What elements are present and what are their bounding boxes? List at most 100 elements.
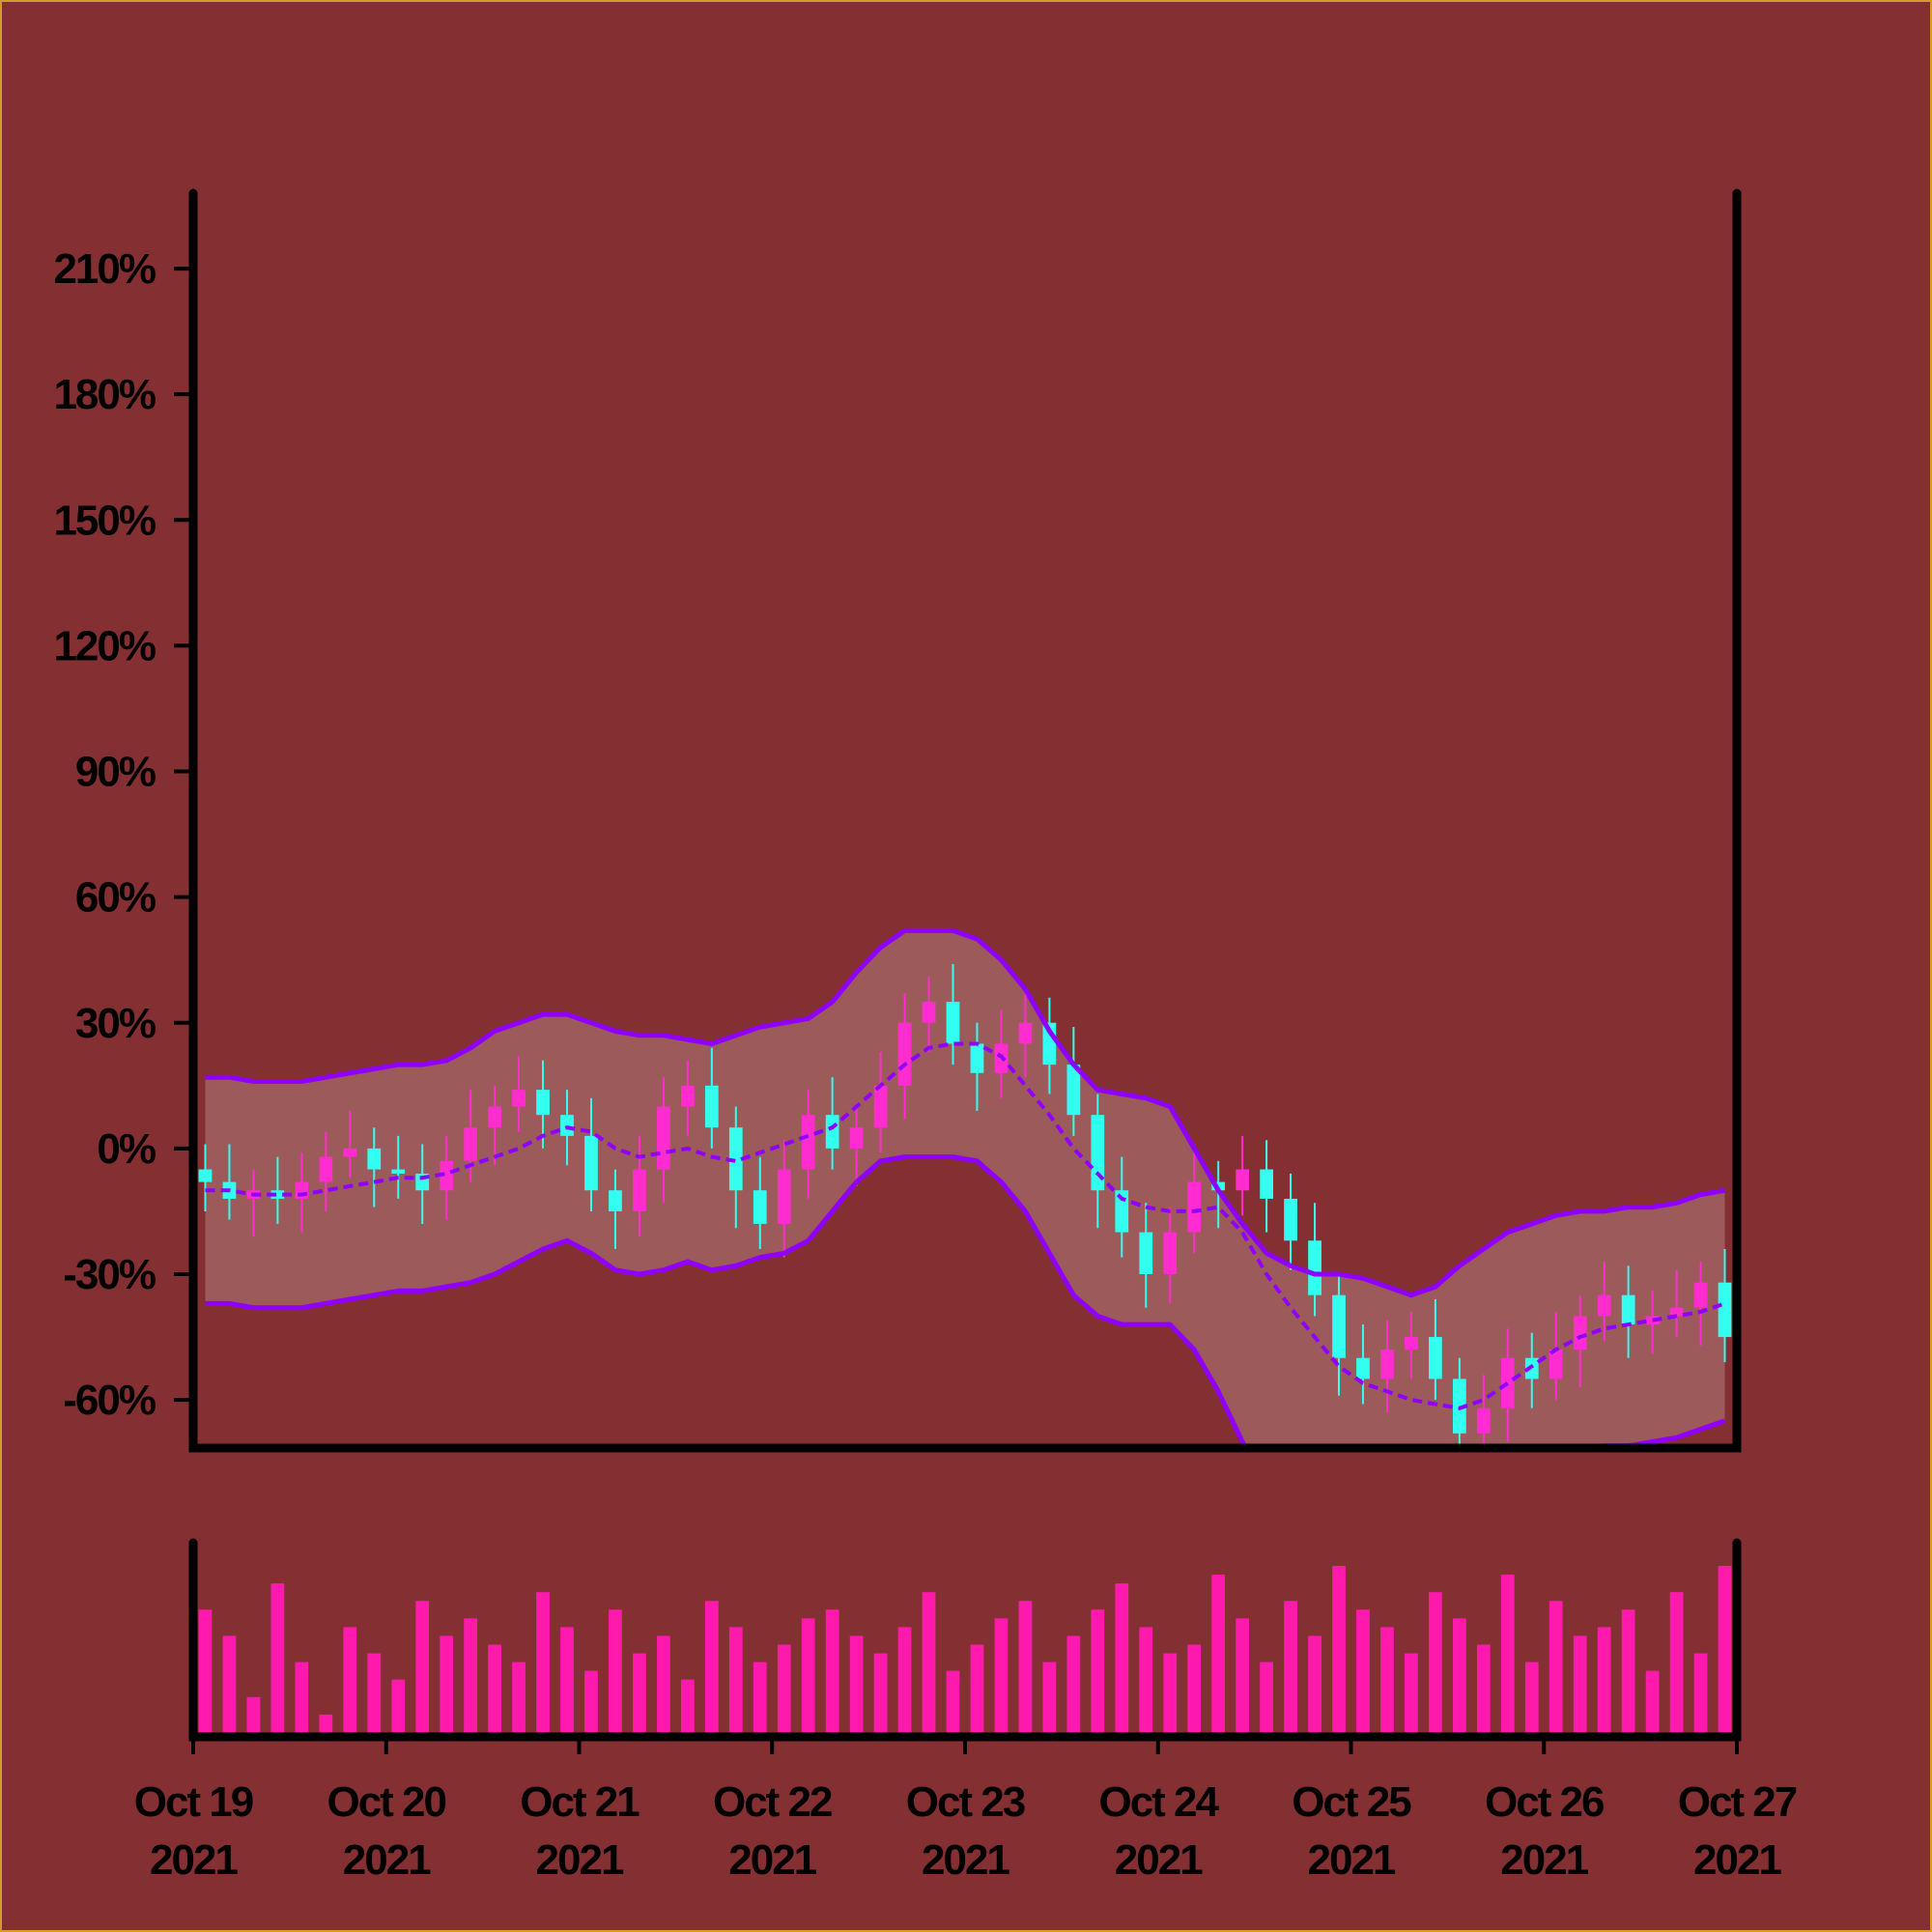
volume-bar bbox=[367, 1653, 382, 1732]
candle-body bbox=[1380, 1350, 1394, 1379]
volume-bar bbox=[440, 1635, 454, 1732]
volume-bar bbox=[849, 1635, 864, 1732]
volume-bar bbox=[825, 1609, 839, 1732]
volume-bar bbox=[488, 1644, 501, 1732]
y-tick-label: 120% bbox=[53, 622, 155, 669]
band-lower bbox=[205, 1154, 1726, 1448]
y-tick-label: 90% bbox=[75, 749, 156, 796]
candle-body bbox=[391, 1169, 406, 1174]
candle-body bbox=[560, 1115, 574, 1136]
candle-body bbox=[753, 1190, 767, 1224]
candle-body bbox=[1597, 1294, 1611, 1317]
plot-area bbox=[198, 927, 1732, 1448]
candle-body bbox=[1548, 1350, 1563, 1379]
volume-bar bbox=[1669, 1592, 1684, 1732]
candle-body bbox=[849, 1127, 864, 1149]
volume-bar bbox=[270, 1583, 285, 1732]
candle-body bbox=[1187, 1181, 1202, 1233]
candle-body bbox=[1091, 1115, 1105, 1191]
candle-body bbox=[1429, 1337, 1442, 1379]
x-tick-label: Oct 23 2021 bbox=[906, 1778, 1025, 1884]
volume-bar bbox=[343, 1627, 357, 1732]
candle-body bbox=[1405, 1337, 1418, 1350]
candle-body bbox=[1621, 1294, 1635, 1325]
volume-bar bbox=[1066, 1635, 1081, 1732]
volume-bar bbox=[536, 1592, 550, 1732]
candle-body bbox=[367, 1148, 382, 1170]
volume-bar bbox=[1573, 1635, 1587, 1732]
volume-bar bbox=[415, 1601, 430, 1732]
volume-bar bbox=[753, 1662, 767, 1732]
volume-bar bbox=[1380, 1627, 1394, 1732]
volume-bar bbox=[222, 1635, 237, 1732]
volume-bar bbox=[1429, 1592, 1442, 1732]
candle-body bbox=[1356, 1357, 1370, 1379]
volume-bar bbox=[1645, 1670, 1660, 1732]
y-tick-label: 180% bbox=[53, 371, 155, 418]
volume-panel bbox=[198, 1566, 1732, 1732]
candle-body bbox=[1284, 1198, 1297, 1241]
candle-body bbox=[1693, 1282, 1708, 1308]
volume-bar bbox=[1476, 1644, 1491, 1732]
volume-bar bbox=[1115, 1583, 1129, 1732]
volume-bar bbox=[464, 1618, 478, 1732]
volume-bar bbox=[633, 1653, 646, 1732]
candle-body bbox=[319, 1156, 333, 1182]
price-frame bbox=[188, 188, 1742, 1453]
candle-body bbox=[1500, 1357, 1515, 1408]
volume-bar bbox=[512, 1662, 526, 1732]
candle-body bbox=[1476, 1407, 1491, 1434]
candle-body bbox=[1718, 1282, 1732, 1338]
candle-body bbox=[512, 1090, 526, 1107]
x-tick-label: Oct 20 2021 bbox=[327, 1778, 445, 1884]
volume-bar bbox=[704, 1601, 719, 1732]
x-tick-label: Oct 21 2021 bbox=[520, 1778, 639, 1884]
volume-bar bbox=[1211, 1575, 1226, 1732]
volume-bar bbox=[873, 1653, 888, 1732]
volume-bar bbox=[728, 1627, 743, 1732]
volume-bar bbox=[246, 1696, 261, 1732]
x-tick-label: Oct 24 2021 bbox=[1098, 1778, 1219, 1884]
candle-body bbox=[1260, 1169, 1273, 1199]
candle-body bbox=[270, 1190, 285, 1199]
candle-body bbox=[873, 1085, 888, 1128]
candle-body bbox=[1332, 1294, 1346, 1358]
x-tick-label: Oct 19 2021 bbox=[134, 1778, 253, 1884]
volume-bar bbox=[1139, 1627, 1153, 1732]
volume-bar bbox=[994, 1618, 1009, 1732]
y-tick-label: -30% bbox=[63, 1251, 156, 1298]
volume-bar bbox=[1597, 1627, 1611, 1732]
candle-body bbox=[1066, 1065, 1081, 1116]
candle-body bbox=[922, 1002, 936, 1023]
volume-bar bbox=[1042, 1662, 1057, 1732]
candle-body bbox=[704, 1085, 719, 1128]
x-tick-label: Oct 22 2021 bbox=[713, 1778, 832, 1884]
candle-body bbox=[777, 1169, 791, 1224]
y-tick-label: 30% bbox=[75, 1000, 156, 1047]
volume-bar bbox=[1236, 1618, 1250, 1732]
volume-bar bbox=[1260, 1662, 1273, 1732]
volume-bar bbox=[1693, 1653, 1708, 1732]
candle-body bbox=[1236, 1169, 1250, 1191]
volume-bar bbox=[1718, 1566, 1732, 1732]
volume-bar bbox=[1405, 1653, 1418, 1732]
volume-bar bbox=[1548, 1601, 1563, 1732]
band-upper bbox=[205, 927, 1725, 1298]
x-tick-label: Oct 25 2021 bbox=[1292, 1778, 1411, 1884]
volume-bar bbox=[970, 1644, 984, 1732]
candle-body bbox=[609, 1190, 622, 1211]
candle-body bbox=[488, 1106, 501, 1128]
y-tick-label: -60% bbox=[63, 1377, 156, 1424]
volume-bar bbox=[1018, 1601, 1033, 1732]
volume-bar bbox=[1187, 1644, 1202, 1732]
volume-bar bbox=[946, 1670, 960, 1732]
candle-body bbox=[198, 1169, 213, 1182]
candle-body bbox=[946, 1002, 960, 1044]
volume-bar bbox=[657, 1635, 670, 1732]
volume-bar bbox=[198, 1609, 213, 1732]
candle-body bbox=[536, 1090, 550, 1116]
volume-bar bbox=[897, 1627, 912, 1732]
candle-body bbox=[801, 1115, 815, 1170]
